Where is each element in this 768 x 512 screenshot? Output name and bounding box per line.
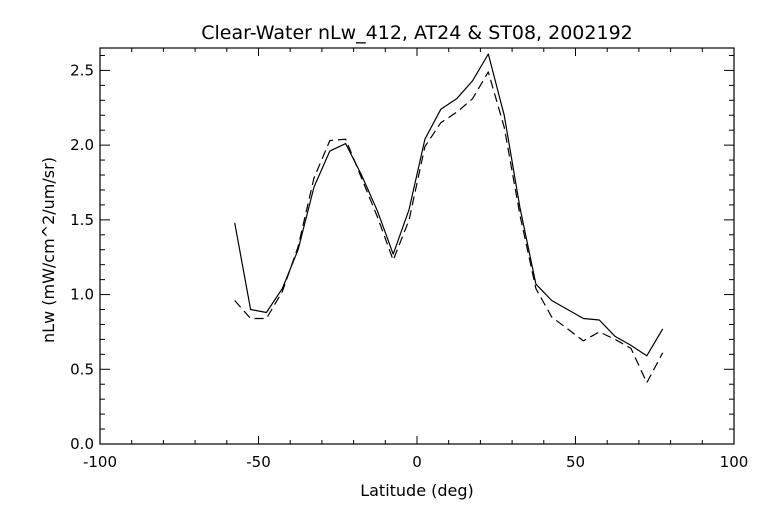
x-tick-label: -100 — [83, 453, 117, 471]
series-line-dashed — [234, 71, 664, 384]
chart-title: Clear-Water nLw_412, AT24 & ST08, 200219… — [201, 22, 633, 44]
y-tick-label: 2.5 — [70, 61, 94, 79]
x-tick-label: 50 — [566, 453, 585, 471]
data-series — [234, 53, 664, 384]
y-tick-label: 2.0 — [70, 136, 94, 154]
y-tick-label: 0.5 — [70, 360, 94, 378]
x-axis-label: Latitude (deg) — [360, 481, 474, 500]
y-tick-label: 1.0 — [70, 286, 94, 304]
y-axis-label: nLw (mW/cm^2/um/sr) — [39, 157, 58, 343]
y-tick-label: 1.5 — [70, 211, 94, 229]
x-tick-label: 100 — [720, 453, 749, 471]
x-tick-label: -50 — [246, 453, 271, 471]
axis-ticks: -100 -50 0 50 100 0.0 0.5 1.0 1.5 2.0 2.5 — [70, 48, 748, 471]
x-tick-label: 0 — [412, 453, 422, 471]
series-line-solid — [234, 53, 664, 357]
y-tick-label: 0.0 — [70, 435, 94, 453]
